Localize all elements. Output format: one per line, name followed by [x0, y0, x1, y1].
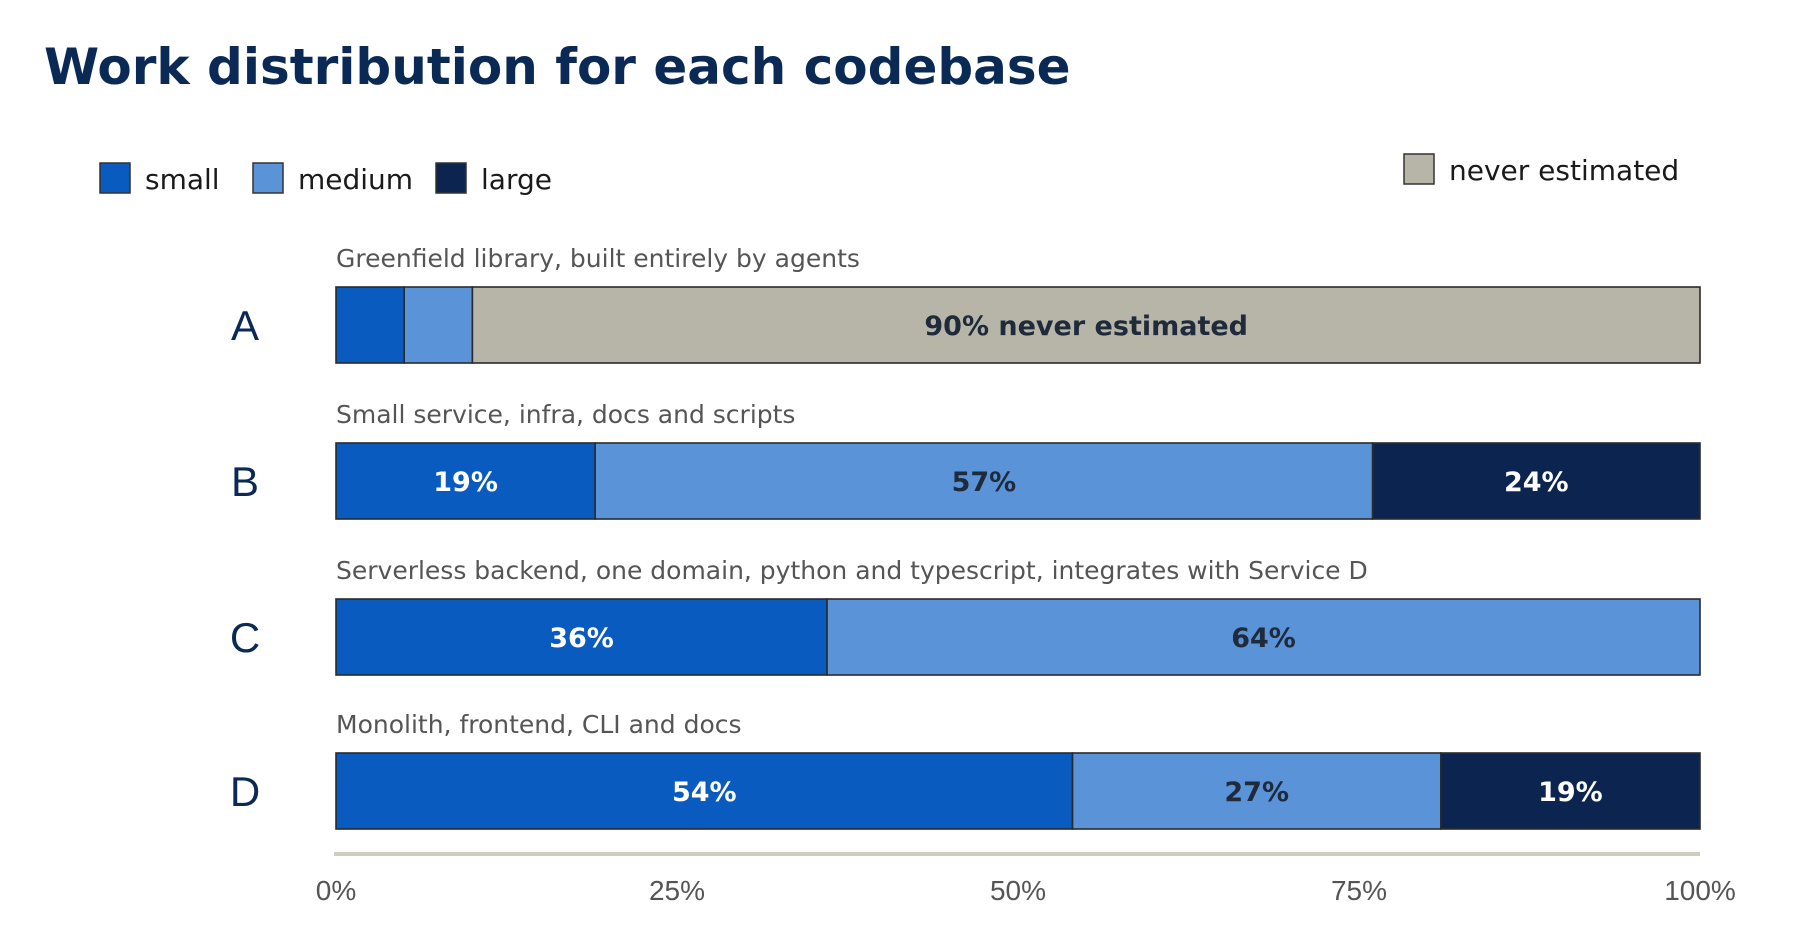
- legend-swatch-small: [99, 162, 131, 194]
- legend-label-small: small: [145, 163, 220, 196]
- x-axis-ticks: 0% 25% 50% 75% 100%: [316, 875, 1736, 906]
- data-label-large: 19%: [1538, 777, 1603, 808]
- bar-segment-medium: [403, 286, 474, 364]
- data-label-large: 24%: [1504, 467, 1569, 498]
- bar-row-C: C Serverless backend, one domain, python …: [230, 556, 1701, 676]
- row-label: B: [231, 458, 259, 505]
- bar-segment-small: [335, 286, 405, 364]
- bar-row-D: D Monolith, frontend, CLI and docs 54% 27% 1…: [230, 710, 1701, 830]
- bar-segment-medium: [1071, 752, 1442, 830]
- data-label-small: 36%: [549, 623, 614, 654]
- legend-label-never: never estimated: [1449, 154, 1679, 187]
- bar-segment-large: [1440, 752, 1701, 830]
- legend-swatch-never: [1403, 153, 1435, 185]
- legend: small medium large never estimated: [99, 153, 1679, 196]
- bar-segment-small: [335, 442, 596, 520]
- bar-segment-small: [335, 752, 1074, 830]
- x-tick-label: 50%: [990, 875, 1046, 906]
- data-label-small: 19%: [433, 467, 498, 498]
- chart-title: Work distribution for each codebase: [44, 38, 1071, 96]
- bar-segment-small: [335, 598, 828, 676]
- x-tick-label: 25%: [649, 875, 705, 906]
- bar-rows: A Greenfield library, built entirely by a…: [230, 244, 1701, 830]
- bar-row-B: B Small service, infra, docs and scripts 1…: [231, 400, 1701, 520]
- row-subtitle: Greenfield library, built entirely by ag…: [336, 244, 860, 273]
- x-tick-label: 0%: [316, 875, 356, 906]
- legend-swatch-large: [435, 162, 467, 194]
- bar-segment-medium: [826, 598, 1701, 676]
- x-tick-label: 100%: [1664, 875, 1736, 906]
- row-subtitle: Small service, infra, docs and scripts: [336, 400, 795, 429]
- bar-segment-medium: [594, 442, 1374, 520]
- row-label: D: [230, 768, 260, 815]
- data-label-medium: 27%: [1224, 777, 1289, 808]
- x-tick-label: 75%: [1331, 875, 1387, 906]
- legend-label-large: large: [481, 163, 552, 196]
- row-label: C: [230, 614, 260, 661]
- row-subtitle: Serverless backend, one domain, python a…: [336, 556, 1368, 585]
- legend-label-medium: medium: [298, 163, 413, 196]
- data-label-medium: 64%: [1231, 623, 1296, 654]
- row-label: A: [231, 302, 259, 349]
- data-label-never: 90% never estimated: [924, 311, 1248, 342]
- data-label-medium: 57%: [952, 467, 1017, 498]
- bar-segment-never: [471, 286, 1701, 364]
- row-subtitle: Monolith, frontend, CLI and docs: [336, 710, 742, 739]
- legend-swatch-medium: [252, 162, 284, 194]
- data-label-small: 54%: [672, 777, 737, 808]
- bar-segment-large: [1371, 442, 1701, 520]
- bar-row-A: A Greenfield library, built entirely by a…: [231, 244, 1701, 364]
